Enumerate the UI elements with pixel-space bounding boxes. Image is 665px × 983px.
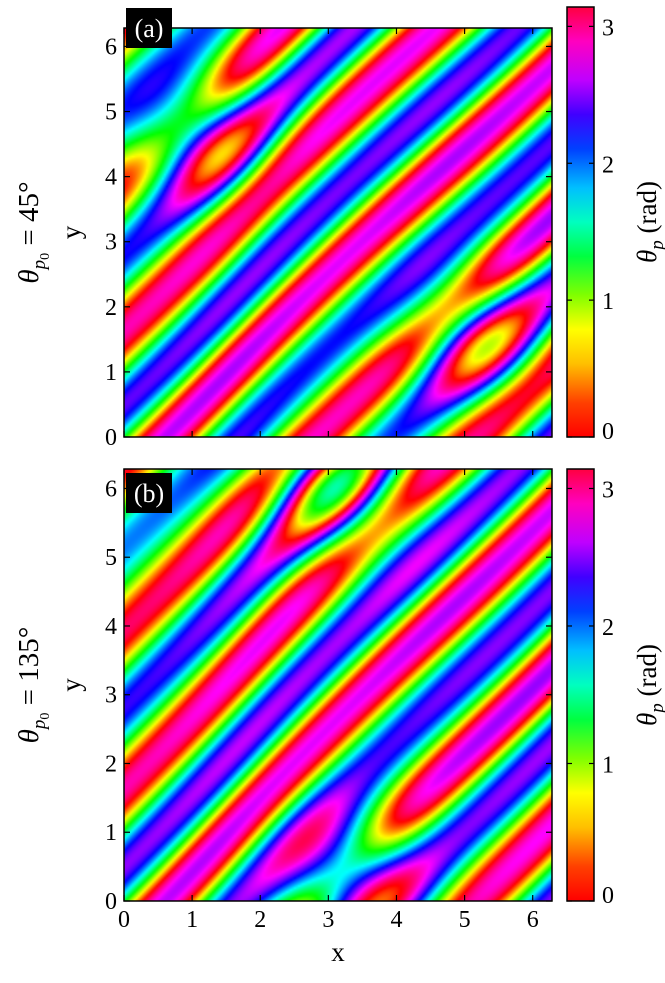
axis-ticks-b: 0 1 2 3 4 5 6 0 1 2 3 4 5 6 [105, 469, 552, 933]
colorbar-tick-label-b: 0 [602, 883, 614, 909]
colorbar-tick-label-a: 0 [602, 419, 614, 445]
y-tick-label-a: 6 [105, 34, 117, 60]
svg-text:θp (rad): θp (rad) [632, 181, 665, 263]
colorbar-a [566, 6, 595, 438]
colorbar-tick-label-a: 3 [602, 15, 614, 41]
y-tick-label-a: 3 [105, 230, 117, 256]
colorbar-ticks-b: 0 1 2 3 [567, 477, 614, 909]
colorbar-ticks-a: 0 1 2 3 [567, 15, 614, 445]
axis-ticks-a: 0 1 2 3 4 5 6 [105, 28, 552, 451]
row-label-symbol-b: θ [13, 729, 45, 743]
panel-label-b: (b) [134, 479, 164, 508]
colorbar-label-a: θp (rad) [632, 181, 665, 263]
x-tick-label: 6 [527, 907, 539, 933]
row-label-a: θp0 = 45° [13, 181, 53, 283]
colorbar-tick-label-a: 1 [602, 289, 614, 315]
colorbar-label-symbol-b: θ [632, 713, 662, 726]
colorbar-label-sub-b: p [647, 703, 665, 715]
heatmap-b [124, 469, 552, 901]
y-tick-label-a: 4 [105, 165, 117, 191]
x-tick-label: 5 [459, 907, 471, 933]
y-tick-label-b: 4 [105, 614, 117, 640]
row-label-symbol-a: θ [13, 269, 45, 283]
colorbar-label-sub-a: p [647, 240, 665, 252]
y-tick-label-b: 0 [105, 889, 117, 915]
y-tick-label-b: 5 [105, 545, 117, 571]
x-tick-label: 3 [322, 907, 334, 933]
y-tick-label-b: 6 [105, 476, 117, 502]
x-axis-label: x [331, 937, 345, 967]
y-tick-label-a: 1 [105, 360, 117, 386]
row-label-sub-a: p [29, 260, 50, 272]
colorbar-tick-label-b: 3 [602, 477, 614, 503]
colorbar-label-symbol-a: θ [632, 250, 662, 263]
x-tick-label: 1 [186, 907, 198, 933]
colorbar-tick-label-b: 1 [602, 752, 614, 778]
row-label-b: θp0 = 135° [13, 627, 53, 744]
y-tick-label-b: 3 [105, 683, 117, 709]
colorbar-label-unit-b: (rad) [632, 644, 662, 703]
row-label-sub-b: p [29, 720, 50, 732]
y-axis-label-a: y [56, 225, 86, 239]
y-tick-label-a: 2 [105, 295, 117, 321]
colorbar-label-unit-a: (rad) [632, 181, 662, 240]
colorbar-b [566, 468, 595, 902]
y-tick-label-b: 2 [105, 751, 117, 777]
x-tick-label: 4 [390, 907, 402, 933]
row-label-subsub-a: 0 [38, 253, 53, 260]
x-tick-label: 0 [118, 907, 130, 933]
y-tick-label-a: 5 [105, 100, 117, 126]
plot-frame-b [123, 468, 553, 902]
svg-text:θp0 = 45°: θp0 = 45° [13, 181, 53, 283]
plot-frame-a [123, 27, 553, 438]
y-tick-label-a: 0 [105, 425, 117, 451]
svg-text:θp (rad): θp (rad) [632, 644, 665, 726]
colorbar-tick-label-b: 2 [602, 615, 614, 641]
y-tick-label-b: 1 [105, 820, 117, 846]
panel-label-bg-b [126, 473, 172, 513]
colorbar-tick-label-a: 2 [602, 152, 614, 178]
row-label-rest-a: = 45° [13, 181, 45, 252]
colorbar-label-b: θp (rad) [632, 644, 665, 726]
panel-label-a: (a) [135, 14, 164, 43]
y-axis-label-b: y [56, 678, 86, 692]
heatmap-a [124, 28, 552, 437]
svg-text:θp0 = 135°: θp0 = 135° [13, 627, 53, 744]
panel-label-bg-a [126, 8, 172, 48]
row-label-subsub-b: 0 [38, 713, 53, 720]
row-label-rest-b: = 135° [13, 627, 45, 713]
x-tick-label: 2 [254, 907, 266, 933]
